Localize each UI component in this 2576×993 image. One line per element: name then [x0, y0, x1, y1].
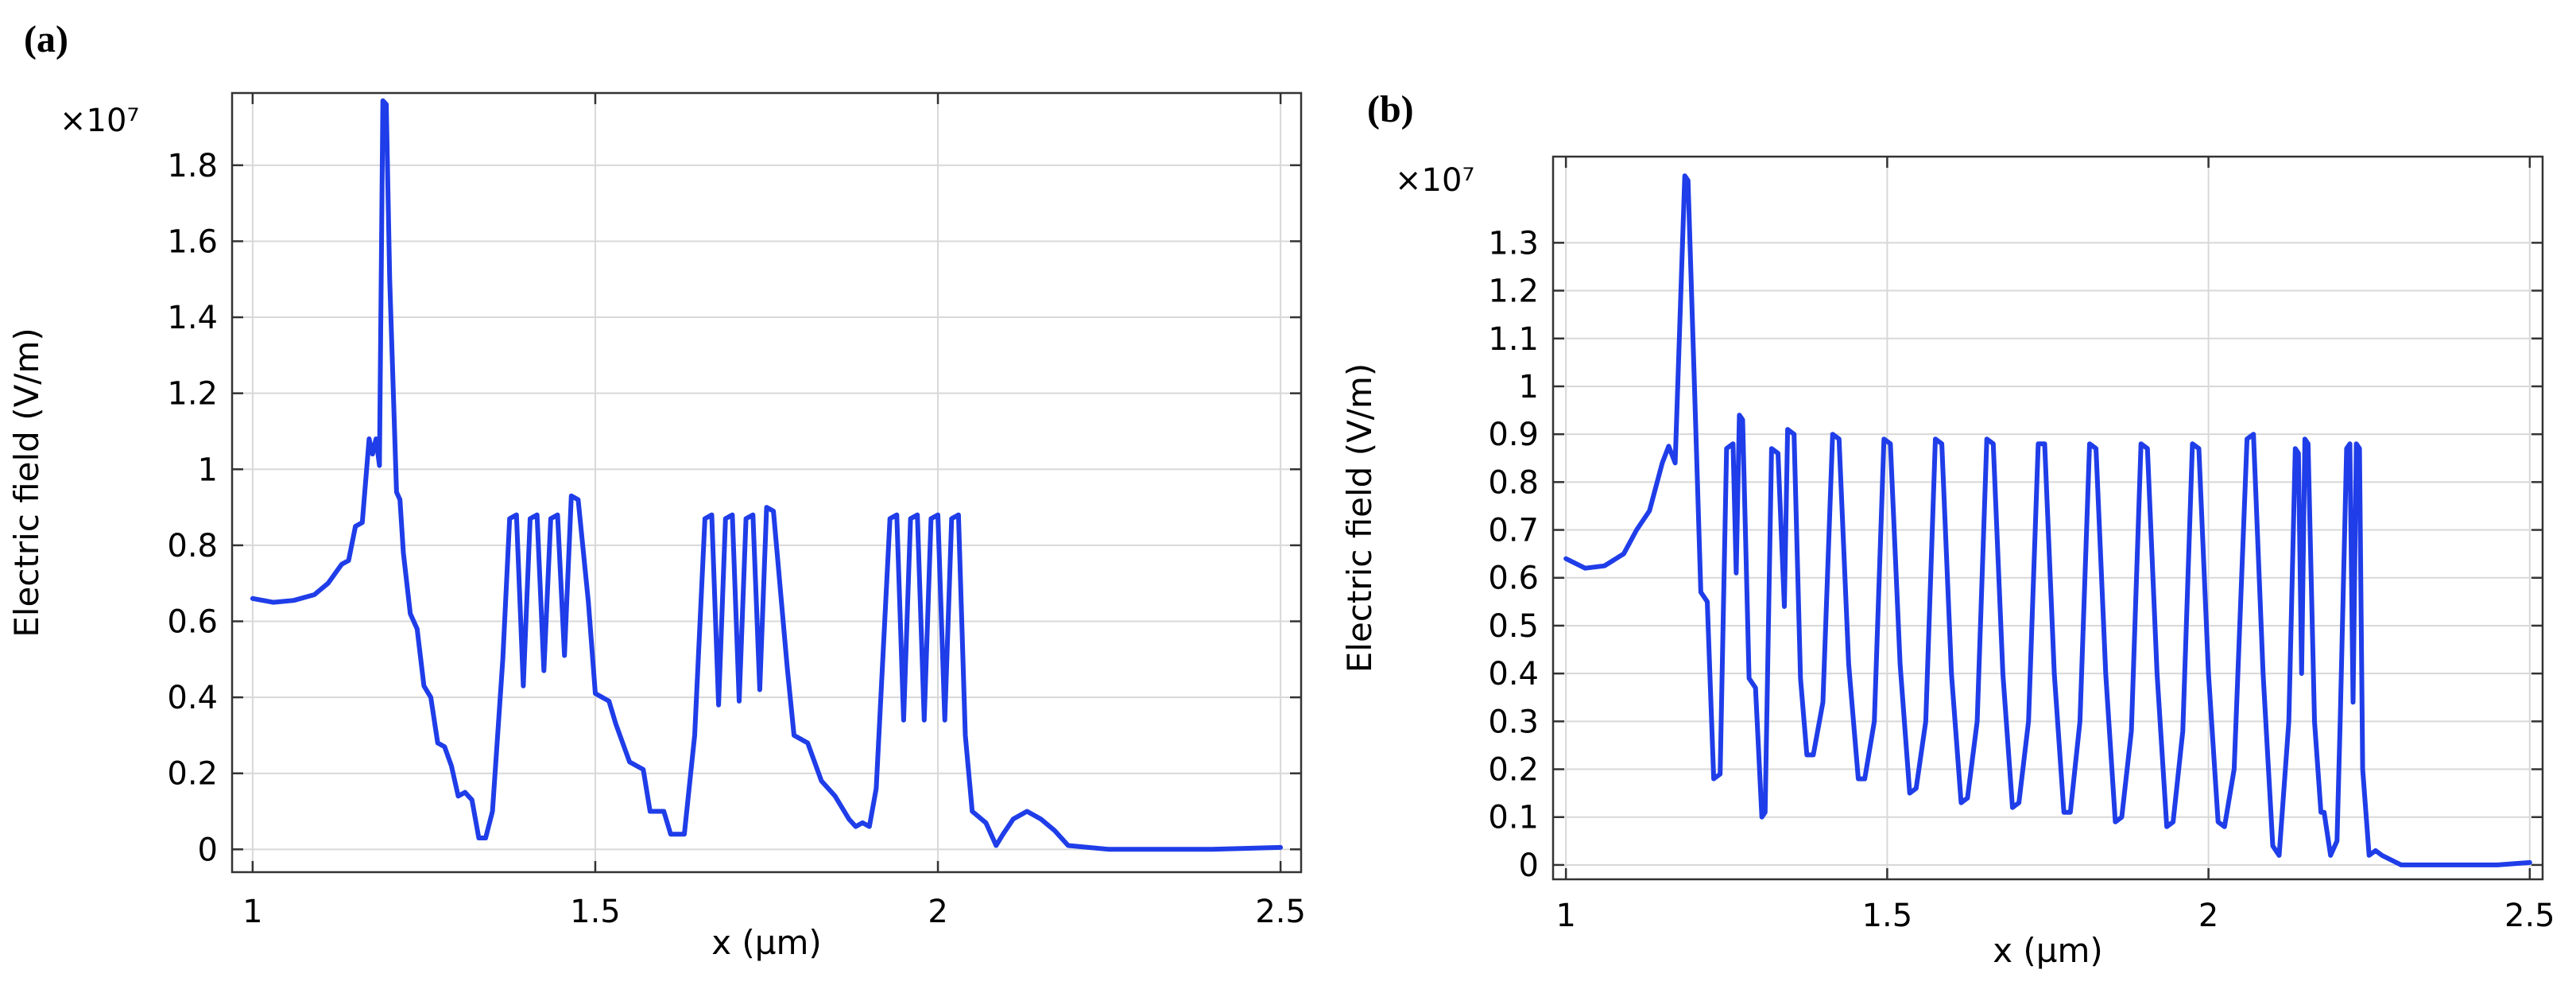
chart-a-x-axis-title: x (µm) [711, 923, 822, 962]
panel-a-label: (a) [24, 18, 68, 60]
chart-b-y-tick-label: 0 [1519, 848, 1539, 884]
chart-a-y-multiplier: ×10⁷ [60, 103, 139, 139]
chart-b-y-tick-label: 0.8 [1488, 464, 1539, 501]
chart-a-y-axis-title: Electric field (V/m) [7, 328, 46, 638]
chart-a-x-tick-label: 1.5 [570, 894, 621, 930]
chart-a-y-tick-label: 1.6 [167, 223, 218, 260]
chart-b: 1 1.5 2 2.5 0 0.1 0.2 0.3 0.4 0.5 0.6 0.7 0.8 0.9 1 1.1… [1340, 155, 2555, 970]
chart-b-y-tick-label: 1.2 [1488, 273, 1539, 310]
chart-a-y-tick-label: 1.2 [167, 376, 218, 413]
chart-b-y-multiplier: ×10⁷ [1395, 162, 1474, 199]
chart-b-x-axis-title: x (µm) [1993, 931, 2103, 970]
panel-b-label: (b) [1367, 88, 1414, 130]
chart-a-y-tick-label: 0 [198, 832, 218, 868]
chart-a-x-tick-label: 2 [928, 894, 947, 930]
chart-b-y-tick-label: 1 [1519, 369, 1539, 405]
chart-a-y-tick-label: 1.8 [167, 148, 218, 184]
chart-b-y-axis-title: Electric field (V/m) [1340, 363, 1379, 673]
chart-a-x-tick-label: 1 [242, 894, 262, 930]
chart-a: 1 1.5 2 2.5 0 0.2 0.4 0.6 0.8 1 1.2 1.4 1.6 1.8 ×10⁷ x … [7, 91, 1306, 962]
chart-b-x-tick-label: 2 [2198, 898, 2218, 934]
chart-a-y-tick-label: 1 [198, 452, 218, 488]
chart-b-y-tick-label: 0.1 [1488, 800, 1539, 836]
chart-b-y-tick-label: 0.9 [1488, 417, 1539, 453]
chart-a-y-tick-label: 0.2 [167, 756, 218, 793]
chart-b-y-tick-label: 0.7 [1488, 513, 1539, 549]
chart-a-series-line [250, 98, 1284, 852]
chart-b-y-tick-label: 1.3 [1488, 225, 1539, 262]
chart-b-y-tick-label: 0.5 [1488, 608, 1539, 645]
chart-b-x-tick-label: 1.5 [1862, 898, 1913, 934]
chart-a-y-tick-label: 1.4 [167, 300, 218, 336]
chart-b-series-line [1563, 173, 2532, 867]
chart-b-y-tick-label: 0.6 [1488, 561, 1539, 597]
chart-b-x-tick-label: 1 [1555, 898, 1575, 934]
chart-b-plot-frame [1551, 155, 2544, 881]
chart-a-x-tick-label: 2.5 [1255, 894, 1306, 930]
chart-a-y-tick-label: 0.4 [167, 680, 218, 716]
chart-a-y-tick-label: 0.8 [167, 528, 218, 564]
chart-a-plot-frame [230, 91, 1303, 874]
chart-b-y-tick-label: 0.4 [1488, 656, 1539, 692]
chart-b-y-tick-label: 0.3 [1488, 704, 1539, 740]
chart-b-x-tick-label: 2.5 [2504, 898, 2555, 934]
chart-b-y-tick-label: 1.1 [1488, 321, 1539, 358]
chart-b-y-tick-label: 0.2 [1488, 752, 1539, 789]
chart-a-y-tick-label: 0.6 [167, 603, 218, 640]
